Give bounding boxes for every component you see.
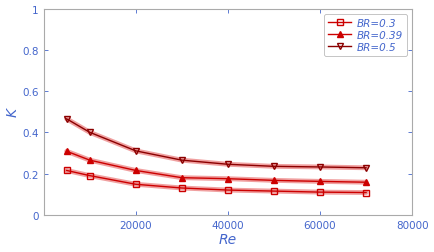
BR=0.5 — [87, 131, 92, 134]
BR=0.3 — [317, 191, 322, 194]
BR=0.39 — [271, 179, 276, 182]
BR=0.39 — [179, 176, 184, 179]
BR=0.5 — [225, 163, 230, 166]
BR=0.39 — [225, 177, 230, 180]
Legend: BR=0.3, BR=0.39, BR=0.5: BR=0.3, BR=0.39, BR=0.5 — [324, 15, 407, 57]
BR=0.3 — [179, 187, 184, 190]
BR=0.5 — [179, 159, 184, 162]
X-axis label: Re: Re — [219, 233, 237, 246]
BR=0.3 — [225, 189, 230, 192]
BR=0.5 — [133, 150, 138, 153]
Line: BR=0.39: BR=0.39 — [63, 148, 369, 186]
Line: BR=0.3: BR=0.3 — [63, 167, 369, 196]
BR=0.3 — [363, 191, 368, 194]
BR=0.39 — [87, 159, 92, 162]
BR=0.5 — [317, 166, 322, 169]
BR=0.3 — [133, 183, 138, 186]
BR=0.5 — [363, 167, 368, 170]
BR=0.3 — [64, 169, 69, 172]
Line: BR=0.5: BR=0.5 — [63, 116, 369, 172]
Y-axis label: K: K — [6, 108, 20, 117]
BR=0.3 — [87, 174, 92, 177]
BR=0.39 — [363, 181, 368, 184]
BR=0.39 — [133, 169, 138, 172]
BR=0.39 — [317, 180, 322, 183]
BR=0.5 — [271, 165, 276, 168]
BR=0.39 — [64, 150, 69, 153]
BR=0.5 — [64, 118, 69, 121]
BR=0.3 — [271, 190, 276, 193]
